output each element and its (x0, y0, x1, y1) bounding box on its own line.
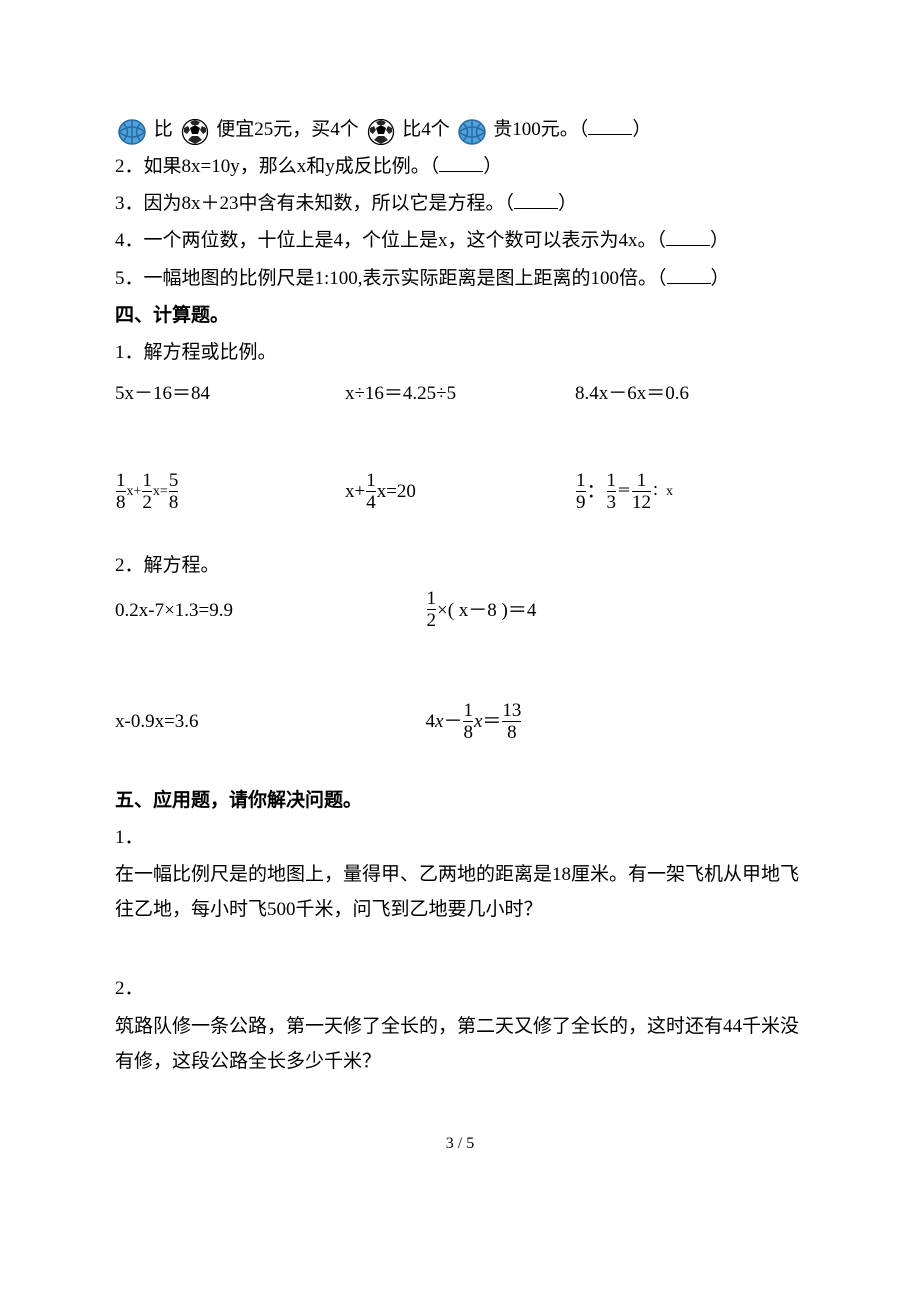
fraction: 58 (168, 471, 180, 513)
soccer-icon (366, 116, 396, 146)
equation-c2: 12 ×( x－8 )＝4 (426, 589, 537, 631)
problem-2-text: 筑路队修一条公路，第一天修了全长的，第二天又修了全长的，这时还有44千米没有修，… (115, 1009, 805, 1079)
equation-b1: 18 x+ 12 x= 58 (115, 471, 345, 513)
text: 3．因为8x＋23中含有未知数，所以它是方程。（ (115, 193, 514, 214)
text: 比 (154, 119, 173, 140)
text: ） (710, 230, 729, 251)
text: 便宜25元，买4个 (216, 119, 359, 140)
text: 4．一个两位数，十位上是4，个位上是x，这个数可以表示为4x。（ (115, 230, 666, 251)
text: ） (558, 193, 577, 214)
section-5-heading: 五、应用题，请你解决问题。 (115, 783, 805, 818)
basketball-icon (457, 116, 487, 146)
text: ） (711, 268, 730, 289)
text: 比4个 (402, 119, 450, 140)
equation-a2: x÷16＝4.25÷5 (345, 376, 575, 411)
text: ：x (652, 479, 673, 505)
s4-1-heading: 1．解方程或比例。 (115, 335, 805, 370)
text: ×( x－8 )＝4 (437, 593, 536, 628)
judgement-q4: 4．一个两位数，十位上是4，个位上是x，这个数可以表示为4x。（ ） (115, 223, 805, 258)
equation-row-c: 0.2x-7×1.3=9.9 12 ×( x－8 )＝4 (115, 589, 805, 631)
judgement-q1: 比 便宜25元，买4个 比4个 (115, 112, 805, 147)
basketball-icon (117, 116, 147, 146)
text: x (435, 704, 443, 739)
fraction: 19 (575, 471, 587, 513)
fraction: 18 (115, 471, 127, 513)
text: ） (483, 156, 502, 177)
text: 2．如果8x=10y，那么x和y成反比例。（ (115, 156, 439, 177)
page-number: 3 / 5 (115, 1129, 805, 1159)
text: ） (632, 119, 651, 140)
text: ： (587, 474, 606, 509)
equation-a3: 8.4x－6x＝0.6 (575, 376, 805, 411)
answer-blank[interactable] (666, 226, 710, 246)
text: － (443, 704, 462, 739)
text: x (474, 704, 482, 739)
answer-blank[interactable] (667, 264, 711, 284)
text: 5．一幅地图的比例尺是1:100,表示实际距离是图上距离的100倍。（ (115, 268, 667, 289)
judgement-q5: 5．一幅地图的比例尺是1:100,表示实际距离是图上距离的100倍。（ ） (115, 261, 805, 296)
fraction: 12 (141, 471, 153, 513)
text: ＝ (482, 704, 501, 739)
text: 4 (426, 704, 436, 739)
judgement-q2: 2．如果8x=10y，那么x和y成反比例。（ ） (115, 149, 805, 184)
fraction: 18 (462, 701, 474, 743)
soccer-icon (180, 116, 210, 146)
equation-row-b: 18 x+ 12 x= 58 x+ 14 x=20 19 ： 13 ＝ 112 … (115, 471, 805, 513)
equation-c1: 0.2x-7×1.3=9.9 (115, 593, 426, 628)
fraction: 138 (501, 701, 522, 743)
fraction: 14 (365, 471, 377, 513)
equation-row-a: 5x－16＝84 x÷16＝4.25÷5 8.4x－6x＝0.6 (115, 376, 805, 411)
section-4-heading: 四、计算题。 (115, 298, 805, 333)
judgement-q3: 3．因为8x＋23中含有未知数，所以它是方程。（ ） (115, 186, 805, 221)
equation-a1: 5x－16＝84 (115, 376, 345, 411)
answer-blank[interactable] (588, 115, 632, 135)
text: x+ (127, 479, 142, 505)
equation-d2: 4 x － 18 x ＝ 138 (426, 701, 523, 743)
fraction: 12 (426, 589, 438, 631)
s4-2-heading: 2．解方程。 (115, 548, 805, 583)
text: x+ (345, 474, 365, 509)
fraction: 13 (606, 471, 618, 513)
equation-row-d: x-0.9x=3.6 4 x － 18 x ＝ 138 (115, 701, 805, 743)
equation-b2: x+ 14 x=20 (345, 471, 575, 513)
text: x= (153, 479, 168, 505)
problem-2-num: 2． (115, 971, 805, 1006)
equation-d1: x-0.9x=3.6 (115, 704, 426, 739)
text: ＝ (617, 479, 631, 505)
text: x=20 (377, 474, 416, 509)
answer-blank[interactable] (439, 152, 483, 172)
answer-blank[interactable] (514, 189, 558, 209)
problem-1-num: 1． (115, 820, 805, 855)
problem-1-text: 在一幅比例尺是的地图上，量得甲、乙两地的距离是18厘米。有一架飞机从甲地飞往乙地… (115, 857, 805, 927)
text: 贵100元。（ (493, 119, 588, 140)
equation-b3: 19 ： 13 ＝ 112 ：x (575, 471, 805, 513)
fraction: 112 (631, 471, 652, 513)
